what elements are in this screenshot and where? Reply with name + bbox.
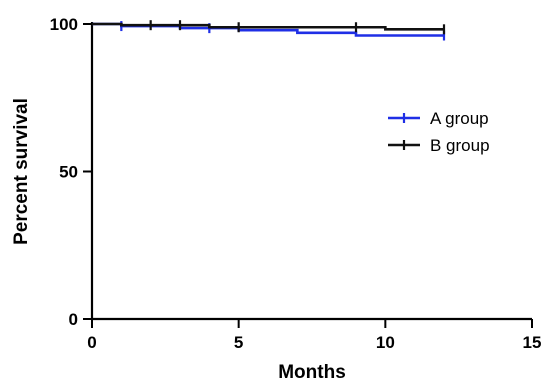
axes-layer: 0 5 10 15 0 50 100 Months Percent survival (11, 15, 541, 383)
y-axis-title: Percent survival (11, 98, 32, 245)
legend-label: B group (430, 136, 490, 155)
x-tick-label: 5 (234, 333, 243, 352)
legend-label: A group (430, 109, 489, 128)
x-tick-label: 10 (376, 333, 395, 352)
x-tick-label: 0 (87, 333, 96, 352)
series-line (92, 22, 444, 31)
x-tick-label: 15 (523, 333, 542, 352)
y-tick-label: 100 (50, 15, 78, 34)
y-tick-label: 0 (69, 310, 78, 329)
legend: A group B group (388, 109, 490, 155)
y-tick-label: 50 (59, 163, 78, 182)
x-axis-title: Months (278, 362, 346, 383)
series-layer (92, 20, 446, 41)
